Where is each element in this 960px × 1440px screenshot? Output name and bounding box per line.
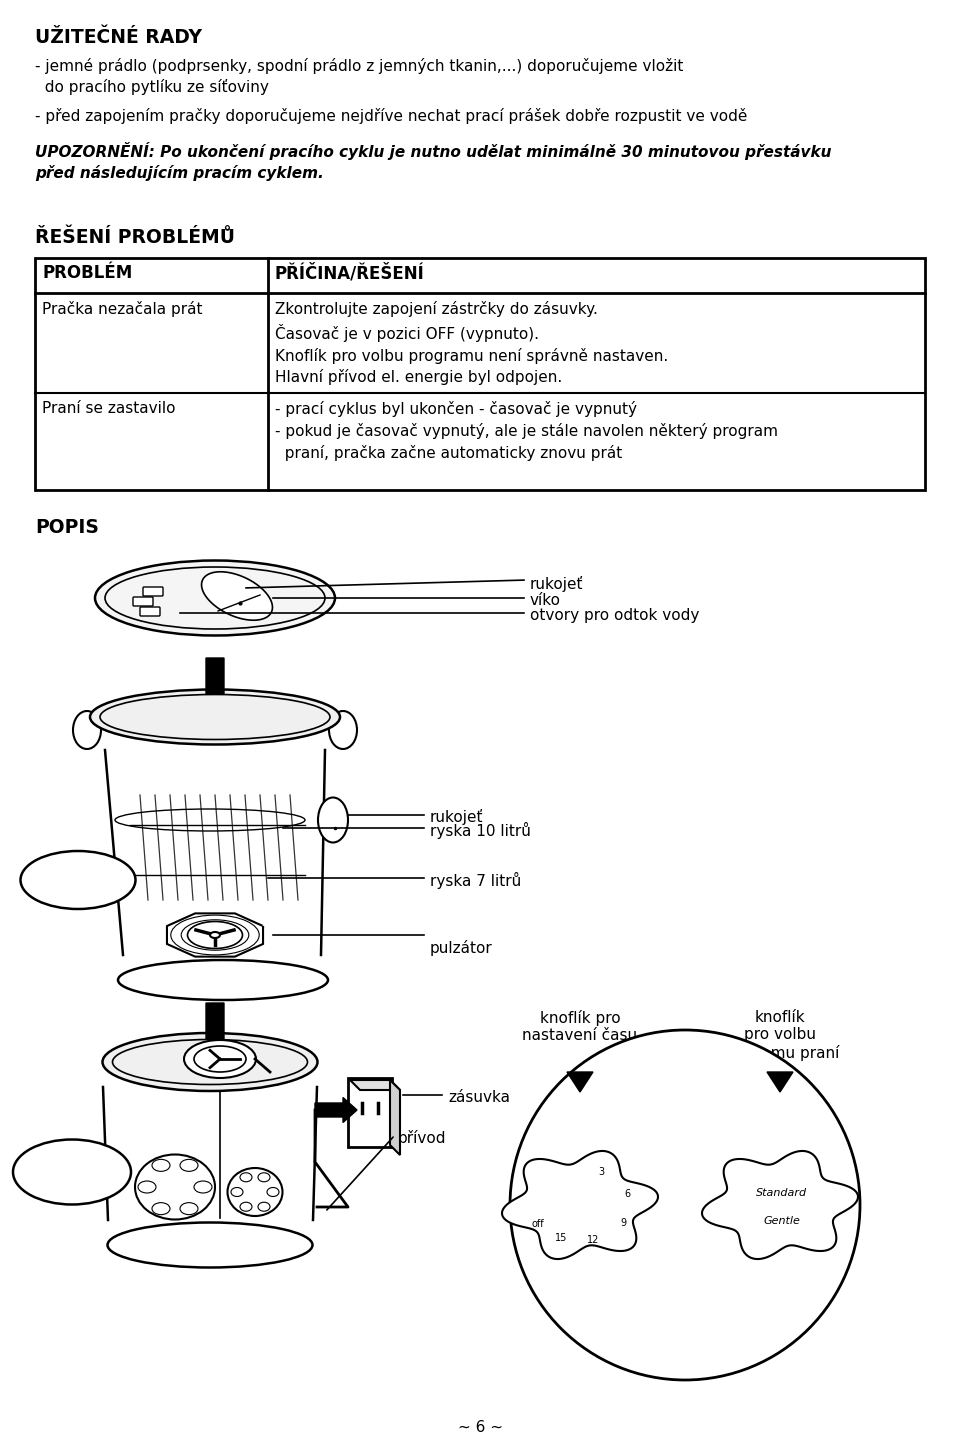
Polygon shape [567,1071,593,1092]
Text: el.
základna: el. základna [36,1148,108,1184]
Ellipse shape [187,922,243,949]
Text: 15: 15 [555,1234,567,1243]
Text: přívod: přívod [398,1130,446,1146]
Text: pulzátor: pulzátor [430,940,492,956]
Circle shape [510,1030,860,1380]
Text: POPIS: POPIS [35,518,99,537]
Polygon shape [702,1151,858,1259]
Text: Pračka nezačala prát: Pračka nezačala prát [42,301,203,317]
Ellipse shape [135,1155,215,1220]
FancyBboxPatch shape [143,588,163,596]
FancyBboxPatch shape [133,598,153,606]
Ellipse shape [258,1172,270,1182]
Ellipse shape [258,1202,270,1211]
Ellipse shape [20,851,135,909]
Text: ryska 10 litrů: ryska 10 litrů [430,822,531,840]
Text: rukojeť: rukojeť [530,576,584,592]
Ellipse shape [95,560,335,635]
Ellipse shape [267,1188,279,1197]
Text: Praní se zastavilo: Praní se zastavilo [42,400,176,416]
Polygon shape [767,1071,793,1092]
Ellipse shape [13,1139,131,1204]
Ellipse shape [152,1159,170,1171]
Ellipse shape [103,1032,318,1092]
Text: UPOZORNĚNÍ: Po ukončení pracího cyklu je nutno udělat minimálně 30 minutovou pře: UPOZORNĚNÍ: Po ukončení pracího cyklu je… [35,143,831,181]
Text: otvory pro odtok vody: otvory pro odtok vody [530,608,700,624]
Ellipse shape [240,1172,252,1182]
Text: Gentle: Gentle [763,1215,801,1225]
Text: 9: 9 [620,1218,626,1228]
Text: 3: 3 [598,1168,604,1178]
Bar [35,258,925,490]
Text: zásuvka: zásuvka [448,1090,510,1104]
Ellipse shape [73,711,101,749]
Text: 6: 6 [625,1189,631,1200]
Ellipse shape [105,567,325,629]
Ellipse shape [138,1181,156,1192]
Ellipse shape [100,694,330,740]
FancyArrow shape [315,1097,357,1123]
Text: ~ 6 ~: ~ 6 ~ [458,1420,502,1436]
FancyArrow shape [196,1004,234,1063]
Text: - prací cyklus byl ukončen - časovač je vypnutý
- pokud je časovač vypnutý, ale : - prací cyklus byl ukončen - časovač je … [275,400,778,461]
Text: PROBLÉM: PROBLÉM [42,264,132,282]
Ellipse shape [118,960,328,999]
Text: 12: 12 [587,1234,599,1244]
Text: ŘEŠENÍ PROBLÉMŮ: ŘEŠENÍ PROBLÉMŮ [35,228,235,248]
Ellipse shape [240,1202,252,1211]
Ellipse shape [228,1168,282,1215]
Text: kbelík: kbelík [54,864,102,880]
Text: - jemné prádlo (podprsenky, spodní prádlo z jemných tkanin,...) doporučujeme vlo: - jemné prádlo (podprsenky, spodní prádl… [35,58,684,95]
Ellipse shape [194,1181,212,1192]
Text: knoflík
pro volbu
programu praní: knoflík pro volbu programu praní [720,1009,840,1061]
Ellipse shape [210,932,220,937]
Ellipse shape [90,690,340,744]
Polygon shape [502,1151,658,1259]
Text: PŘÍČINA/ŘEŠENÍ: PŘÍČINA/ŘEŠENÍ [275,264,424,282]
Text: UŽITEČNÉ RADY: UŽITEČNÉ RADY [35,27,202,48]
Text: Zkontrolujte zapojení zástrčky do zásuvky.
Časovač je v pozici OFF (vypnuto).
Kn: Zkontrolujte zapojení zástrčky do zásuvk… [275,301,668,386]
Text: rukojeť: rukojeť [430,809,484,825]
Ellipse shape [329,711,357,749]
Polygon shape [390,1080,400,1155]
Ellipse shape [194,1045,246,1071]
Text: knoflík pro
nastavení času: knoflík pro nastavení času [522,1009,637,1044]
Ellipse shape [180,1202,198,1215]
Ellipse shape [231,1188,243,1197]
FancyBboxPatch shape [348,1079,392,1148]
FancyArrow shape [196,658,234,719]
Ellipse shape [184,1040,256,1079]
Text: ryska 7 litrů: ryska 7 litrů [430,873,521,888]
Text: Standard: Standard [756,1188,807,1198]
Polygon shape [202,572,273,621]
FancyBboxPatch shape [140,608,160,616]
Ellipse shape [180,1159,198,1171]
Ellipse shape [152,1202,170,1215]
Text: - před zapojením pračky doporučujeme nejdříve nechat prací prášek dobře rozpusti: - před zapojením pračky doporučujeme nej… [35,108,748,124]
Ellipse shape [112,1040,307,1084]
Text: víko: víko [530,593,561,608]
Polygon shape [167,913,263,956]
Ellipse shape [108,1223,313,1267]
Polygon shape [350,1080,400,1090]
Ellipse shape [318,798,348,842]
Text: off: off [531,1220,544,1230]
